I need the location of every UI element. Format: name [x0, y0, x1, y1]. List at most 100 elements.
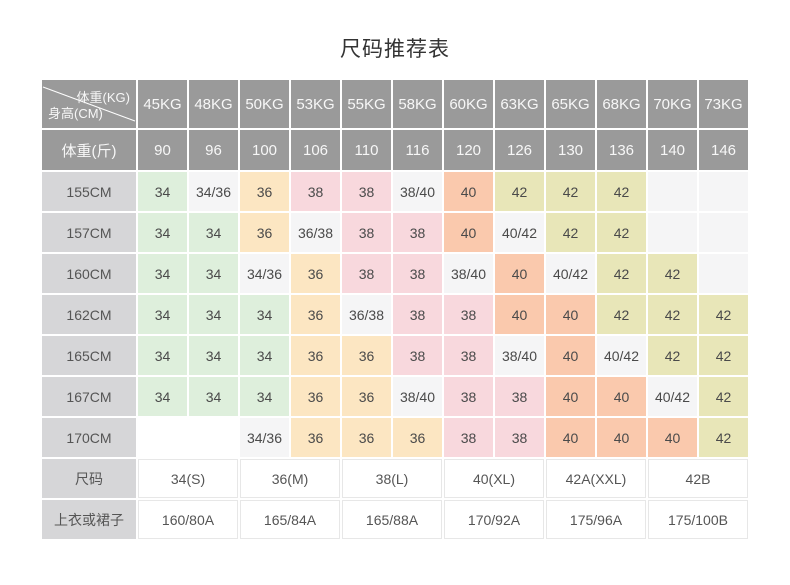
height-label: 167CM	[42, 377, 136, 416]
size-cell: 40	[444, 213, 493, 252]
size-group-cell: 36(M)	[240, 459, 340, 498]
kg-column-header: 50KG	[240, 80, 289, 128]
size-cell: 40	[648, 418, 697, 457]
size-summary-row: 尺码 34(S) 36(M) 38(L) 40(XL) 42A(XXL) 42B	[42, 459, 748, 498]
size-cell	[648, 172, 697, 211]
size-cell: 34	[138, 336, 187, 375]
height-label: 160CM	[42, 254, 136, 293]
size-cell: 34/36	[240, 418, 289, 457]
size-cell: 38/40	[393, 172, 442, 211]
size-group-cell: 42A(XXL)	[546, 459, 646, 498]
size-cell	[189, 418, 238, 457]
kg-column-header: 70KG	[648, 80, 697, 128]
size-cell: 34	[240, 336, 289, 375]
size-cell: 42	[597, 213, 646, 252]
size-cell: 42	[597, 295, 646, 334]
size-cell: 36	[342, 336, 391, 375]
kg-column-header: 73KG	[699, 80, 748, 128]
size-cell: 34	[240, 295, 289, 334]
jin-column-header: 120	[444, 130, 493, 170]
garment-spec-cell: 165/84A	[240, 500, 340, 539]
size-cell: 34	[189, 254, 238, 293]
height-row: 162CM 34 34 34 36 36/38 38 38 40 40 42 42 42	[42, 295, 748, 334]
size-cell: 38	[444, 377, 493, 416]
size-cell: 36	[342, 418, 391, 457]
jin-column-header: 130	[546, 130, 595, 170]
size-cell: 38	[342, 254, 391, 293]
garment-spec-cell: 170/92A	[444, 500, 544, 539]
kg-column-header: 53KG	[291, 80, 340, 128]
weight-jin-header-row: 体重(斤) 90 96 100 106 110 116 120 126 130 136 140 146	[42, 130, 748, 170]
size-cell: 34	[189, 377, 238, 416]
size-cell: 40	[597, 377, 646, 416]
size-cell: 40	[546, 377, 595, 416]
size-cell: 40	[546, 336, 595, 375]
size-cell: 34	[138, 172, 187, 211]
size-cell: 38	[393, 295, 442, 334]
size-cell: 36	[291, 254, 340, 293]
size-cell	[699, 172, 748, 211]
size-cell: 42	[495, 172, 544, 211]
height-row: 167CM 34 34 34 36 36 38/40 38 38 40 40 40/42 42	[42, 377, 748, 416]
size-group-cell: 38(L)	[342, 459, 442, 498]
size-cell	[138, 418, 187, 457]
size-cell: 40	[495, 254, 544, 293]
size-cell: 34	[189, 336, 238, 375]
height-label: 155CM	[42, 172, 136, 211]
jin-column-header: 136	[597, 130, 646, 170]
size-cell: 40	[495, 295, 544, 334]
height-cm-corner-label: 身高(CM)	[48, 106, 103, 121]
weight-jin-label: 体重(斤)	[42, 130, 136, 170]
size-cell: 34	[189, 295, 238, 334]
size-cell: 42	[597, 254, 646, 293]
kg-column-header: 68KG	[597, 80, 646, 128]
jin-column-header: 106	[291, 130, 340, 170]
size-cell: 36	[240, 213, 289, 252]
size-cell: 42	[597, 172, 646, 211]
size-cell: 40	[444, 172, 493, 211]
size-cell: 42	[648, 336, 697, 375]
jin-column-header: 116	[393, 130, 442, 170]
jin-column-header: 126	[495, 130, 544, 170]
size-cell: 36	[291, 418, 340, 457]
size-cell: 38	[444, 336, 493, 375]
weight-kg-header-row: 体重(KG) 身高(CM) 45KG 48KG 50KG 53KG 55KG 58KG 60…	[42, 80, 748, 128]
size-cell: 36	[291, 295, 340, 334]
size-cell: 42	[648, 254, 697, 293]
height-row: 170CM 34/36 36 36 36 38 38 40 40 40 42	[42, 418, 748, 457]
size-cell: 34/36	[189, 172, 238, 211]
size-cell: 36	[393, 418, 442, 457]
size-cell: 40	[546, 295, 595, 334]
size-cell: 40	[597, 418, 646, 457]
size-cell: 36	[291, 377, 340, 416]
size-cell: 38	[342, 172, 391, 211]
size-cell: 36/38	[342, 295, 391, 334]
kg-column-header: 65KG	[546, 80, 595, 128]
size-chart-table: 体重(KG) 身高(CM) 45KG 48KG 50KG 53KG 55KG 58KG 60…	[40, 78, 750, 541]
kg-column-header: 58KG	[393, 80, 442, 128]
diagonal-header-cell: 体重(KG) 身高(CM)	[42, 80, 136, 128]
kg-column-header: 48KG	[189, 80, 238, 128]
size-cell: 42	[699, 377, 748, 416]
size-cell: 36	[291, 336, 340, 375]
size-cell: 38	[393, 254, 442, 293]
size-cell: 38/40	[393, 377, 442, 416]
jin-column-header: 110	[342, 130, 391, 170]
weight-kg-corner-label: 体重(KG)	[76, 90, 130, 105]
height-label: 162CM	[42, 295, 136, 334]
size-cell: 42	[546, 172, 595, 211]
height-row: 157CM 34 34 36 36/38 38 38 40 40/42 42 42	[42, 213, 748, 252]
height-row: 160CM 34 34 34/36 36 38 38 38/40 40 40/42 42 42	[42, 254, 748, 293]
garment-row-label: 上衣或裙子	[42, 500, 136, 539]
size-cell: 42	[699, 418, 748, 457]
garment-spec-cell: 165/88A	[342, 500, 442, 539]
size-cell: 38	[393, 336, 442, 375]
size-cell: 38	[495, 418, 544, 457]
jin-column-header: 96	[189, 130, 238, 170]
garment-spec-cell: 160/80A	[138, 500, 238, 539]
size-group-cell: 40(XL)	[444, 459, 544, 498]
size-cell	[699, 254, 748, 293]
size-cell: 40/42	[648, 377, 697, 416]
jin-column-header: 140	[648, 130, 697, 170]
size-cell: 40/42	[546, 254, 595, 293]
